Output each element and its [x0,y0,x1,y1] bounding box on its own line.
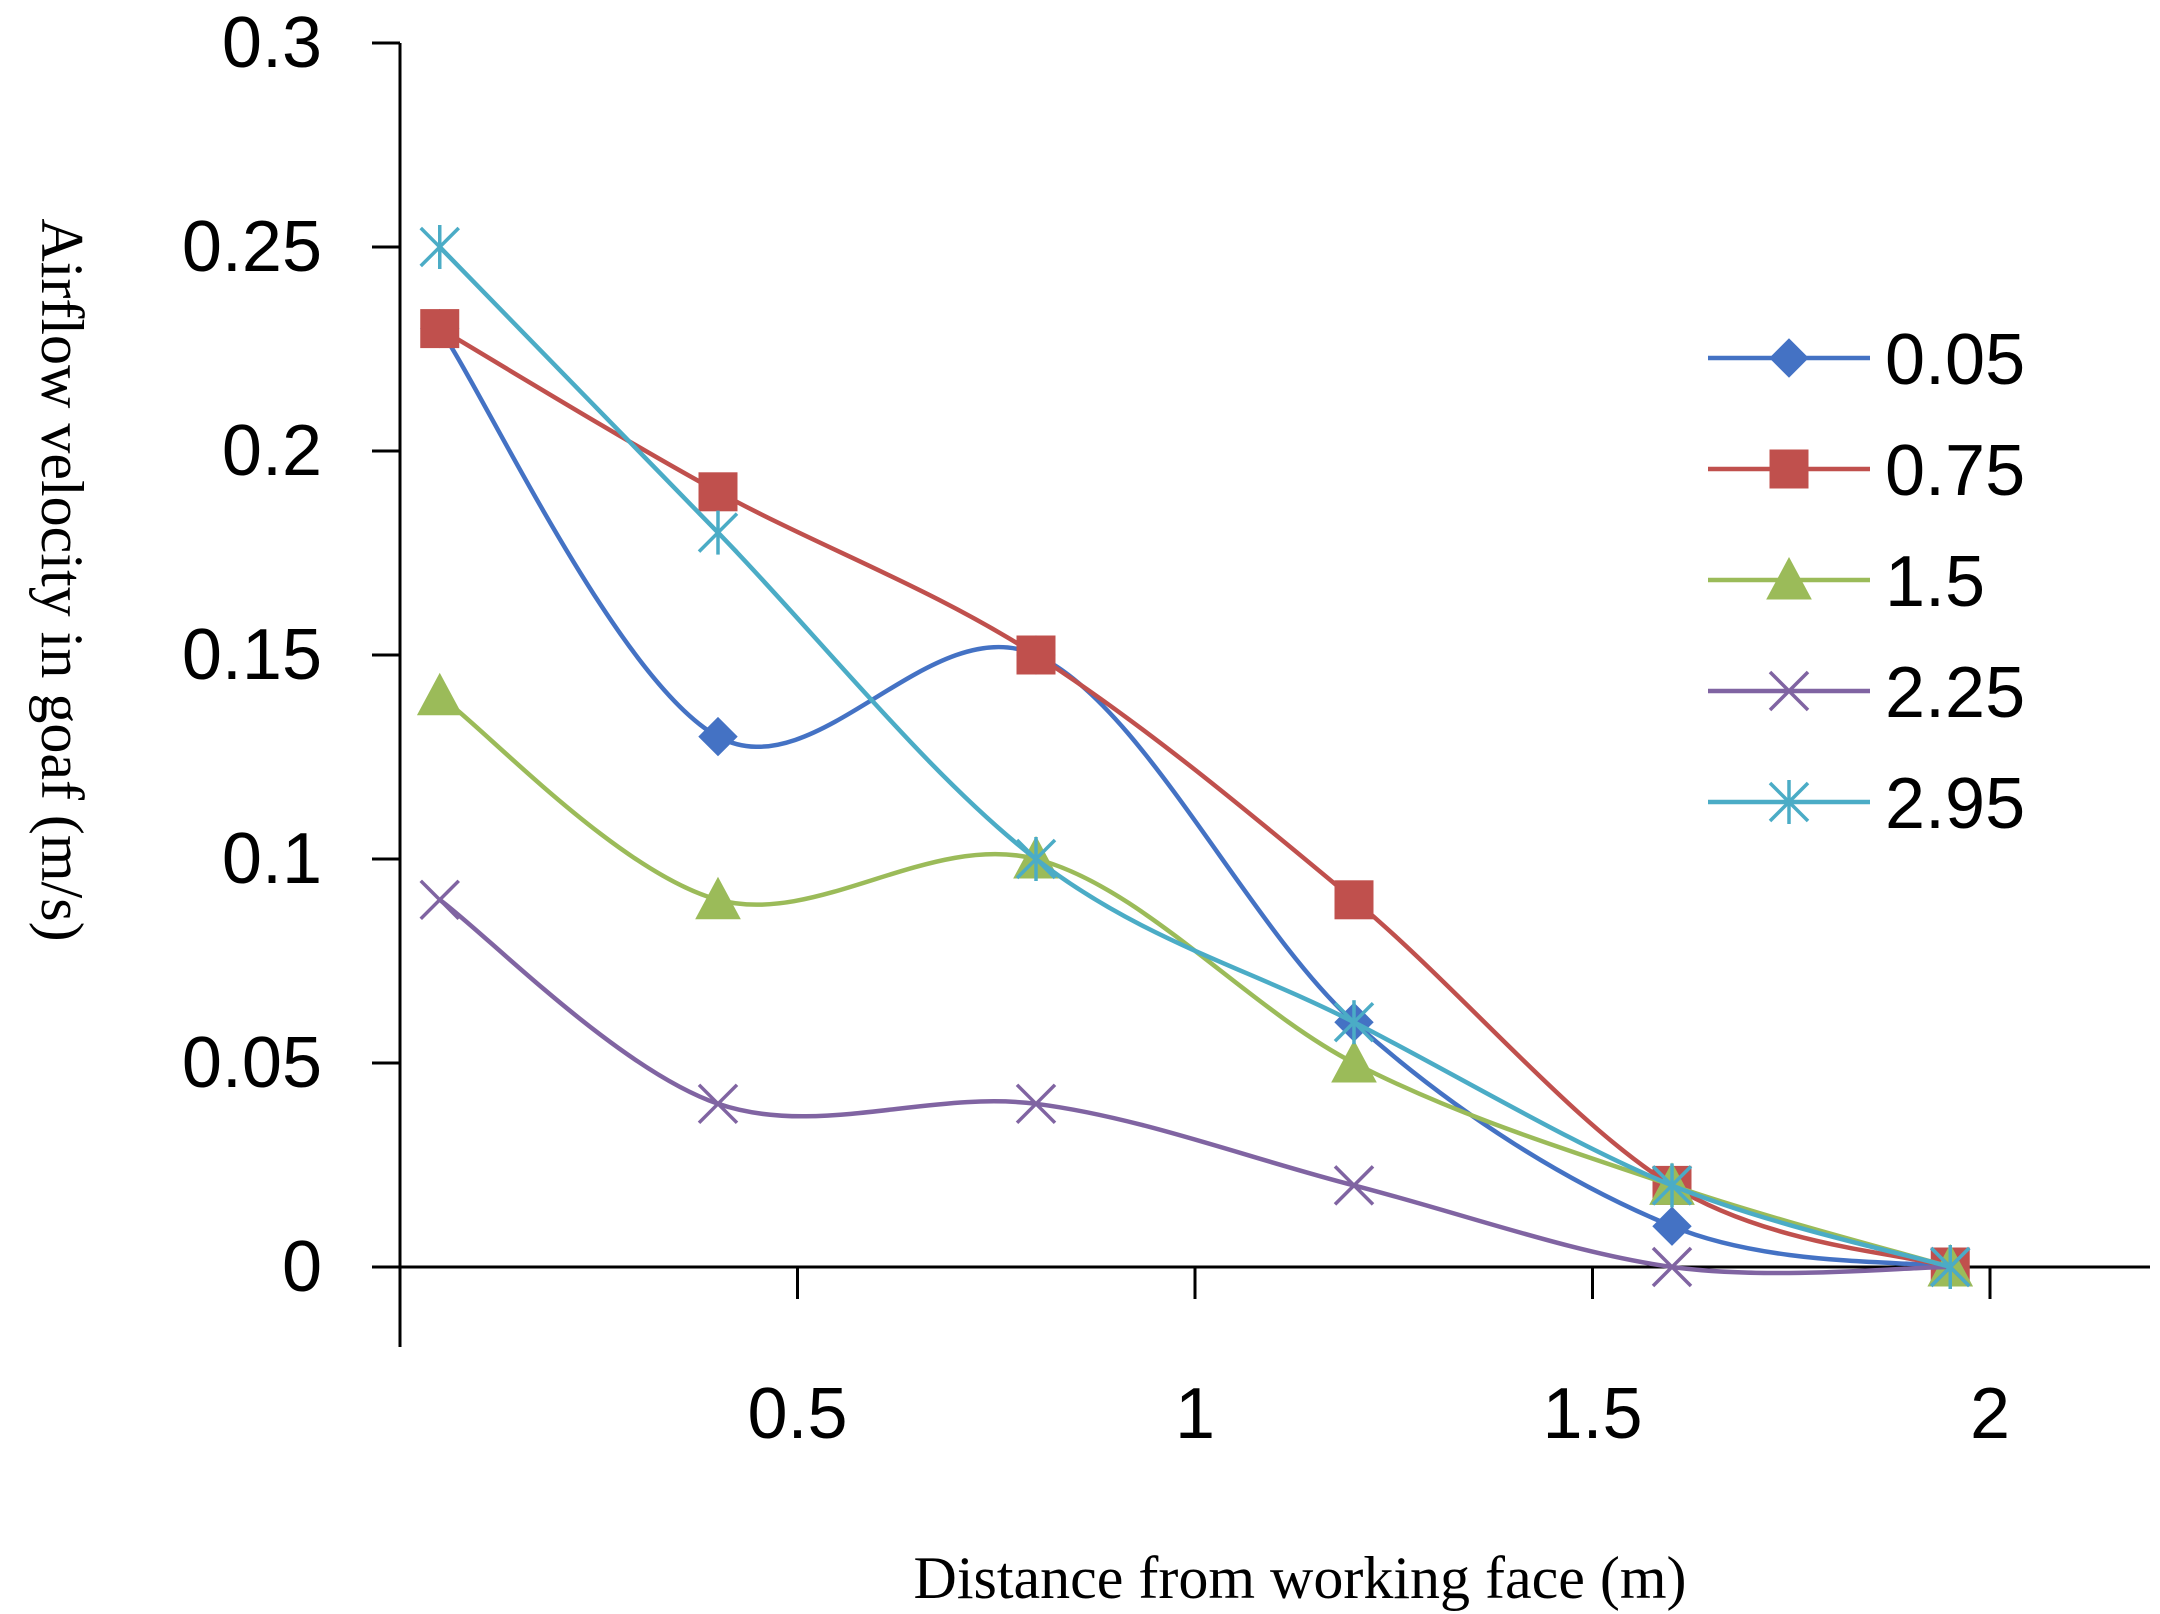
legend-marker [1768,780,1810,824]
data-point [420,309,460,349]
y-axis-title: Airflow velocity in goaf (m/s) [29,218,95,941]
data-point [698,472,738,512]
data-point [1333,1000,1375,1045]
legend-label: 0.75 [1885,431,2025,511]
x-axis-title: Distance from working face (m) [913,1545,1686,1611]
data-point [1334,880,1374,920]
series-line-2.25 [437,897,1953,1276]
marker-stroke [1651,1246,1693,1288]
legend-label: 2.25 [1885,653,2025,733]
legend-marker [1768,670,1810,712]
legend-label: 1.5 [1885,542,1985,622]
legend-label: 2.95 [1885,764,2025,844]
y-tick-label: 0.1 [222,819,322,899]
legend-item-0.05: 0.05 [1708,320,2025,400]
series-2.95 [419,225,1971,1289]
data-point [416,672,463,716]
data-point [1651,1246,1693,1288]
data-point [1652,1206,1692,1246]
series-2.25 [419,879,1971,1288]
legend-item-0.75: 0.75 [1708,431,2025,511]
y-tick-label: 0.2 [222,411,322,491]
y-tick-label: 0.05 [182,1023,322,1103]
marker-stroke [697,1083,739,1125]
x-tick-label: 0.5 [747,1374,847,1454]
x-tick-label: 1.5 [1542,1374,1642,1454]
data-point [698,716,738,757]
y-tick-label: 0.3 [222,3,322,83]
y-tick-label: 0.15 [182,615,322,695]
marker-stroke [419,879,460,921]
legend-label: 0.05 [1885,320,2025,400]
marker-stroke [1333,1165,1375,1206]
data-point [1930,1245,1971,1289]
y-tick-label: 0.25 [182,207,322,287]
marker-stroke [1015,1083,1057,1125]
x-tick-label: 2 [1970,1374,2010,1454]
data-point [697,1083,739,1125]
data-point [1016,635,1056,675]
series-line-0.75 [437,326,1953,1270]
legend-marker [1766,556,1812,600]
y-tick-label: 0 [282,1227,322,1307]
legend-item-1.5: 1.5 [1708,542,1985,622]
series-layer [416,225,1974,1289]
legend: 0.05 0.75 1.5 2.25 2.95 [1708,320,2025,844]
data-point [1651,1163,1693,1208]
data-point [1331,1039,1377,1083]
data-point [1015,1083,1057,1125]
data-point [419,879,460,921]
data-point [419,225,460,269]
data-point [697,510,739,555]
data-point [1333,1165,1375,1206]
marker-stroke [1768,670,1810,712]
data-point [695,876,741,920]
legend-item-2.25: 2.25 [1708,653,2025,733]
data-point [1015,837,1057,881]
legend-marker [1769,338,1809,378]
series-line-2.95 [437,244,1953,1270]
axes: 0 0.05 0.1 0.15 0.2 0.25 0.3 0.5 1 1.5 2 [182,3,2150,1454]
legend-marker [1769,449,1809,489]
legend-item-2.95: 2.95 [1708,764,2025,844]
x-tick-label: 1 [1175,1374,1215,1454]
